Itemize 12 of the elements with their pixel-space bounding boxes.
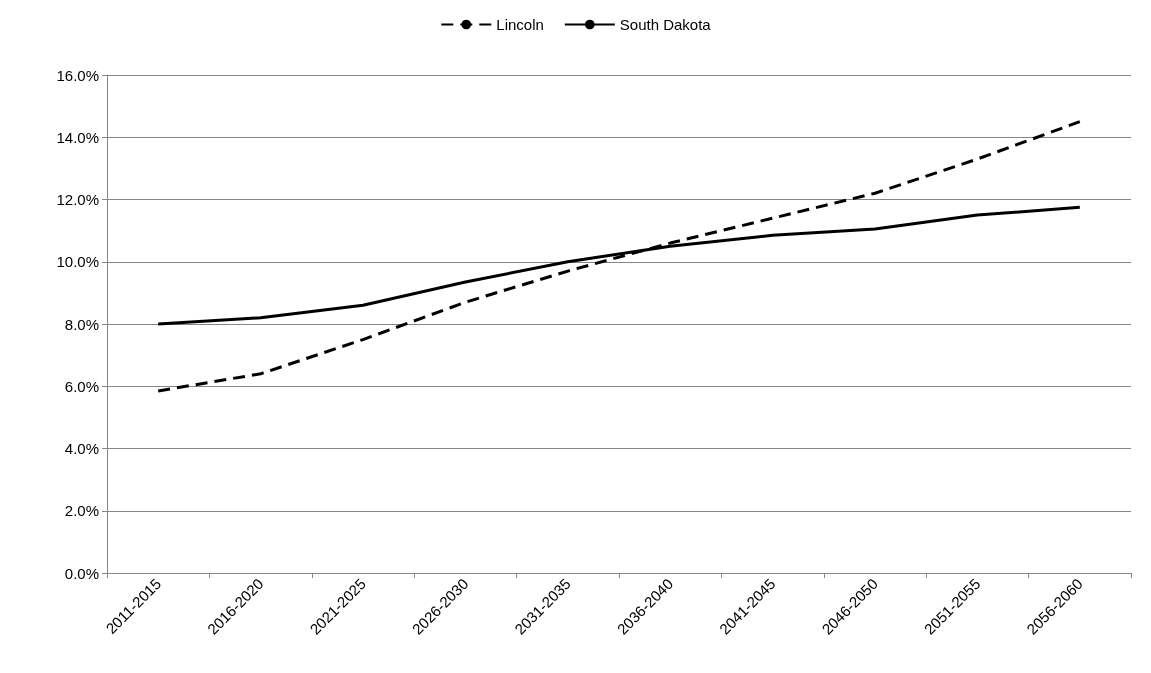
- y-tick-label: 10.0%: [56, 253, 99, 271]
- y-tick-label: 6.0%: [64, 377, 99, 395]
- line-series: [156, 120, 1082, 393]
- y-tick-label: 14.0%: [56, 128, 99, 146]
- y-tick-label: 2.0%: [64, 502, 99, 520]
- y-tick-label: 4.0%: [64, 440, 99, 457]
- y-tick-label: 12.0%: [56, 191, 99, 208]
- y-tick-label: 8.0%: [64, 315, 99, 333]
- y-tick-label: 16.0%: [56, 66, 99, 84]
- y-tick-label: 0.0%: [64, 564, 99, 582]
- legend-label: Lincoln: [496, 16, 544, 33]
- legend-label: South Dakota: [619, 16, 712, 33]
